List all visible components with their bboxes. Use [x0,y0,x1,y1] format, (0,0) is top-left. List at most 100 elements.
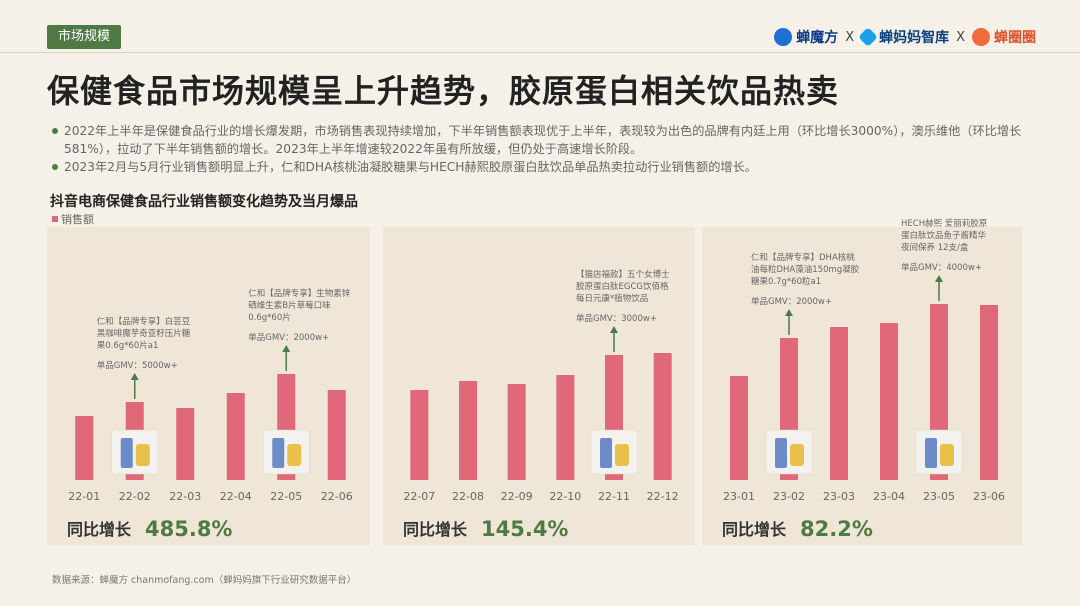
annotation-line: 胶原蛋白肽EGCG饮佰格 [576,281,669,292]
bar [410,390,429,480]
bar [507,384,526,480]
product-bottle-shape [287,444,302,466]
annotation-line: 硒维生素B片草莓口味 [248,300,331,311]
product-image [915,429,963,475]
x-tick-label: 23-01 [723,490,755,503]
annotation-line: 油每粒DHA藻油150mg凝胶 [751,264,860,275]
bar [459,381,477,480]
product-image [111,429,158,475]
annotation-line: 0.6g*60片 [248,312,290,323]
growth-label: 同比增长 [403,520,468,539]
chart-panel [47,227,370,545]
product-box-shape [120,438,133,468]
brand-bar: 蝉魔方 X 蝉妈妈智库 X 蝉圈圈 [774,24,1036,50]
bar [556,375,575,480]
product-box-shape [272,438,285,468]
annotation-line: 仁和【品牌专享】白芸豆 [97,316,191,327]
chanmofang-logo-icon [774,28,793,46]
product-bottle-shape [940,444,954,466]
product-image [590,429,638,475]
product-box-shape [600,438,612,468]
annotation-gmv: 单品GMV：5000w+ [97,360,178,371]
legend-swatch [52,216,58,222]
x-tick-label: 22-01 [68,490,100,503]
chart-title: 抖音电商保健食品行业销售额变化趋势及当月爆品 [50,194,358,210]
data-source: 数据来源：蝉魔方 chanmofang.com（蝉妈妈旗下行业研究数据平台） [52,575,357,586]
x-tick-label: 23-04 [873,490,905,503]
annotation-line: 夜间保养 12支/盒 [901,242,969,253]
x-tick-label: 23-02 [773,490,805,503]
growth-arrow-head [282,345,291,352]
section-tag: 市场规模 [47,25,121,49]
growth-value: 485.8% [145,517,232,541]
product-image [263,429,310,475]
x-tick-label: 23-06 [973,490,1005,503]
annotation-line: 黑咖啡魔芋奇亚籽压片糖 [97,328,191,339]
x-tick-label: 22-06 [321,490,353,503]
product-bottle-shape [135,444,150,466]
x-tick-label: 22-10 [549,490,581,503]
growth-arrow-head [935,275,943,282]
chart-panel [702,227,1022,545]
bar [730,376,748,480]
page-title: 保健食品市场规模呈上升趋势，胶原蛋白相关饮品热卖 [47,72,840,110]
growth-arrow-head [785,309,793,316]
bar [176,408,195,480]
product-bottle-shape [615,444,629,466]
annotation-line: 每日元康*植物饮品 [576,293,648,304]
growth-value: 82.2% [800,517,873,541]
annotation-gmv: 单品GMV：2000w+ [751,296,832,307]
annotation-line: 蛋白肽饮品鱼子酱精华 [901,230,987,241]
bar [653,353,672,480]
x-tick-label: 22-02 [119,490,151,503]
annotation-line: 果0.6g*60片a1 [97,340,159,351]
bar [226,393,245,480]
bullet-list: 2022年上半年是保健食品行业的增长爆发期，市场销售表现持续增加，下半年销售额表… [50,122,1040,176]
bullet-item: 2023年2月与5月行业销售额明显上升，仁和DHA核桃油凝胶糖果与HECH赫熙胶… [50,158,1040,176]
legend-label: 销售额 [61,213,94,226]
header-divider [0,52,1080,53]
growth-arrow-head [610,326,618,333]
x-tick-label: 22-09 [501,490,533,503]
x-tick-label: 23-03 [823,490,855,503]
growth-label: 同比增长 [67,520,132,539]
growth-label: 同比增长 [722,520,787,539]
brand-separator: X [845,29,855,45]
brand-chanquanquan: 蝉圈圈 [972,27,1036,47]
product-box-shape [925,438,937,468]
bar [327,390,346,480]
product-bottle-shape [790,444,804,466]
x-tick-label: 22-03 [169,490,201,503]
x-tick-label: 22-11 [598,490,630,503]
product-box-shape [775,438,787,468]
chart-panel [383,227,695,545]
bar [75,416,94,480]
annotation-line: 仁和【品牌专享】生物素锌 [248,288,351,299]
x-tick-label: 22-12 [647,490,679,503]
bar [880,323,898,480]
bar [830,327,848,480]
annotation-gmv: 单品GMV：4000w+ [901,262,982,273]
annotation-line: HECH赫熙 爱丽莉胶原 [901,218,987,229]
bullet-item: 2022年上半年是保健食品行业的增长爆发期，市场销售表现持续增加，下半年销售额表… [50,122,1040,158]
annotation-line: 【猫店福款】五个女博士 [576,269,670,280]
x-tick-label: 22-05 [270,490,302,503]
product-image [765,429,813,475]
x-tick-label: 22-08 [452,490,484,503]
growth-arrow-head [130,373,139,380]
chanquanquan-logo-icon [972,28,990,46]
chart-legend: 销售额 [52,211,94,227]
annotation-line: 仁和【品牌专享】DHA核桃 [751,252,855,263]
brand-chanmama-zhiku: 蝉妈妈智库 [858,27,949,47]
brand-separator: X [956,29,965,45]
brand-chanmofang: 蝉魔方 [774,27,838,47]
annotation-gmv: 单品GMV：2000w+ [248,332,329,343]
x-tick-label: 22-07 [403,490,435,503]
annotation-gmv: 单品GMV：3000w+ [576,313,657,324]
growth-value: 145.4% [481,517,568,541]
annotation-line: 糖果0.7g*60粒a1 [751,276,821,287]
x-tick-label: 22-04 [220,490,252,503]
x-tick-label: 23-05 [923,490,955,503]
bar [980,305,998,480]
